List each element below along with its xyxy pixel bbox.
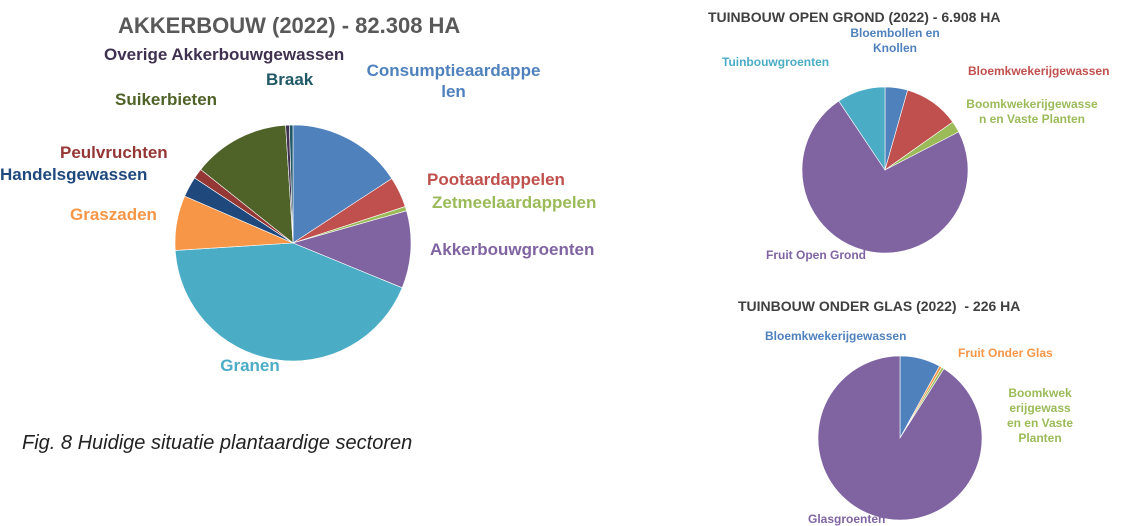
- slice-label: Pootaardappelen: [427, 170, 565, 189]
- chart-title: AKKERBOUW (2022) - 82.308 HA: [118, 13, 461, 38]
- slice-label: Overige Akkerbouwgewassen: [104, 45, 345, 64]
- pie-slice: [801, 100, 969, 254]
- pie-slice: [838, 86, 886, 171]
- pie-slice: [200, 124, 294, 244]
- slice-label: Glasgroenten: [808, 512, 886, 526]
- slice-label: Graszaden: [70, 205, 157, 224]
- slice-label: Suikerbieten: [115, 90, 218, 109]
- slice-label: Braak: [266, 70, 314, 89]
- pie-slice: [292, 124, 393, 244]
- slice-label: Consumptieaardappelen: [366, 61, 541, 102]
- pie-slice: [174, 242, 403, 362]
- pie-slice: [288, 124, 294, 244]
- slice-label: Fruit Onder Glas: [958, 346, 1053, 360]
- pie-slice: [292, 210, 412, 289]
- slice-label: Boomkwekerijgewassen en Vaste Planten: [1006, 386, 1074, 445]
- slice-label: Peulvruchten: [60, 143, 168, 162]
- chart-title: TUINBOUW ONDER GLAS (2022) - 226 HA: [738, 298, 1021, 314]
- slice-label: Boomkwekerijgewassen en Vaste Planten: [966, 97, 1098, 126]
- slice-label: Zetmeelaardappelen: [432, 193, 597, 212]
- slice-label: Fruit Open Grond: [766, 248, 866, 262]
- caption: Fig. 8 Huidige situatie plantaardige sec…: [22, 432, 413, 454]
- slice-label: Handelsgewassen: [0, 165, 148, 184]
- chart-title: TUINBOUW OPEN GROND (2022) - 6.908 HA: [708, 9, 1001, 25]
- slice-label: Bloembollen en Knollen: [850, 26, 940, 55]
- slice-label: Akkerbouwgroenten: [430, 240, 595, 259]
- slice-label: Granen: [220, 356, 280, 375]
- slice-label: Bloemkwekerijgewassen: [765, 329, 907, 343]
- slice-label: Bloemkwekerijgewassen: [968, 64, 1110, 78]
- pie-slice: [817, 355, 983, 521]
- slice-label: Tuinbouwgroenten: [722, 55, 830, 69]
